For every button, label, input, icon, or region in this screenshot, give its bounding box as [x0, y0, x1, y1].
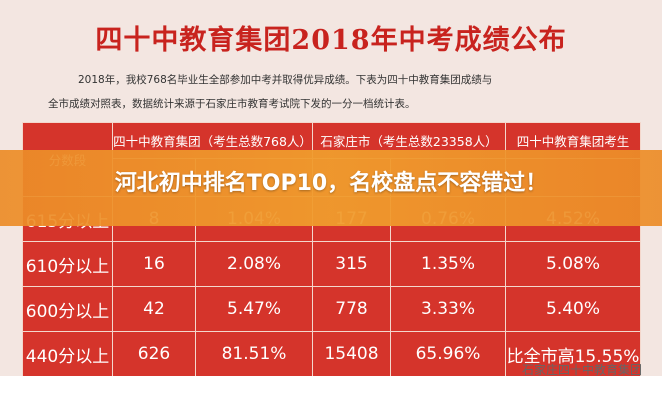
banner — [0, 150, 662, 226]
table-cell: 5.08% — [505, 241, 642, 287]
intro: 2018年，我校768名毕业生全部参加中考并取得优异成绩。下表为四十中教育集团成… — [48, 68, 638, 116]
table-cell: 5.47% — [194, 286, 314, 332]
title: 四十中教育集团2018年中考成绩公布 — [95, 25, 567, 56]
banner-text: 河北初中排名TOP10，名校盘点不容错过！ — [114, 171, 548, 196]
intro-line: 2018年，我校768名毕业生全部参加中考并取得优异成绩。下表为四十中教育集团成… — [78, 74, 493, 86]
watermark: 石家庄四十中教育集团 — [521, 363, 642, 377]
table-cell: 比全市高15.55% — [505, 331, 642, 377]
table-cell: 610分以上 — [22, 241, 113, 287]
intro-line: 全市成绩对照表，数据统计来源于石家庄市教育考试院下发的一分一档统计表。 — [48, 98, 416, 110]
table-cell: 3.33% — [390, 286, 507, 332]
table-cell: 440分以上 — [22, 331, 113, 377]
table-cell: 2.08% — [194, 241, 314, 287]
table-cell: 16 — [112, 241, 196, 287]
table-cell: 600分以上 — [22, 286, 113, 332]
table-cell: 5.40% — [505, 286, 642, 332]
footer — [0, 376, 662, 400]
table-cell: 81.51% — [194, 331, 314, 377]
table-cell: 1.35% — [390, 241, 507, 287]
table-row: 440分以上 626 81.51% 15408 65.96% 比全市高15.55% — [22, 331, 642, 377]
table-body: 615分以上81.04%1770.76%4.52%610分以上162.08%31… — [22, 196, 642, 377]
table-cell: 42 — [112, 286, 196, 332]
table-cell: 65.96% — [390, 331, 507, 377]
table-cell: 315 — [312, 241, 392, 287]
table-row: 610分以上 16 2.08% 315 1.35% 5.08% — [22, 241, 642, 287]
table-cell: 15408 — [312, 331, 392, 377]
table-row: 600分以上 42 5.47% 778 3.33% 5.40% — [22, 286, 642, 332]
table-cell: 626 — [112, 331, 196, 377]
table-cell: 778 — [312, 286, 392, 332]
